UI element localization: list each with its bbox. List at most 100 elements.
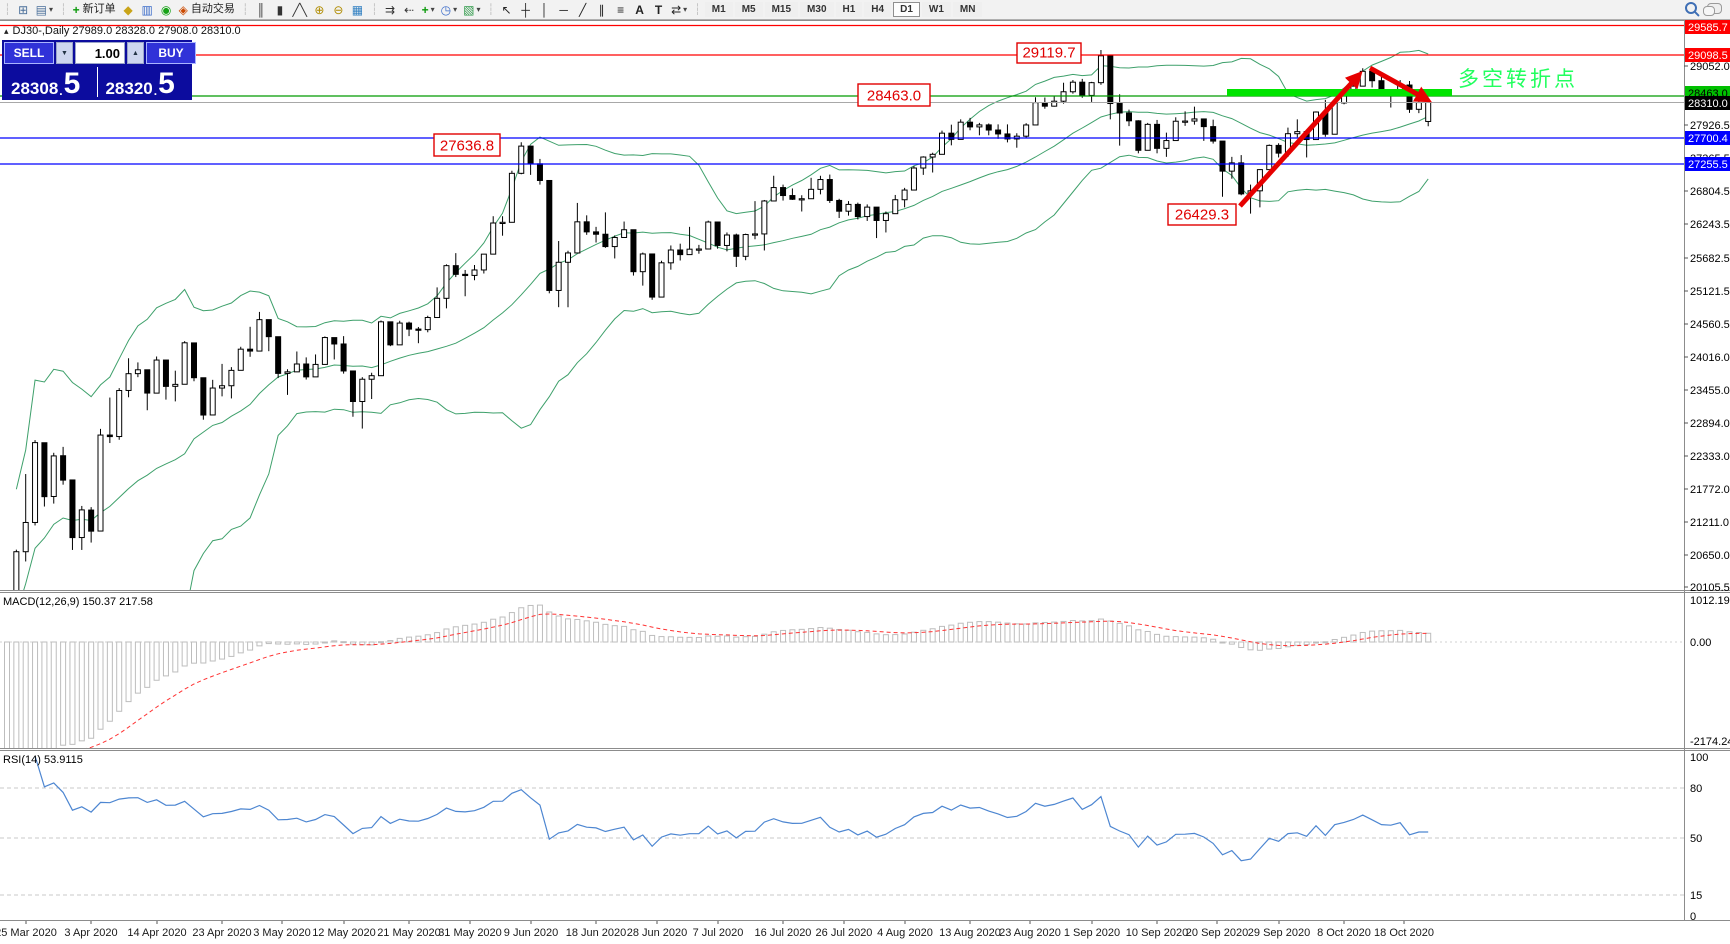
tile-windows-button[interactable]: ▦ [348,1,367,18]
auto-scroll-button[interactable]: ⇉ [381,1,400,18]
community-chat-icon[interactable] [1703,2,1722,16]
chart-shift-icon: ⇠ [404,2,415,17]
periods-dropdown-icon[interactable]: ▾ [453,4,458,14]
periods-button[interactable]: ◷ ▾ [438,1,461,18]
turning-point-zone[interactable] [1227,89,1452,96]
svg-text:0.00: 0.00 [1690,637,1711,649]
svg-text:23455.0: 23455.0 [1690,385,1730,397]
timeframe-m1-button[interactable]: M1 [704,2,733,17]
timeframe-w1-button[interactable]: W1 [921,2,951,17]
oneclick-toggle-icon[interactable]: ▴ [4,25,9,36]
buy-button[interactable]: BUY [146,42,196,64]
svg-text:1012.19: 1012.19 [1690,595,1730,607]
svg-text:8 Oct 2020: 8 Oct 2020 [1317,927,1371,939]
equidistant-channel-icon: ∥ [598,2,605,17]
svg-text:13 Aug 2020: 13 Aug 2020 [939,927,1001,939]
svg-text:23 Aug 2020: 23 Aug 2020 [999,927,1061,939]
rsi-line [34,755,1429,862]
sell-price[interactable]: 28308 . 5 [11,67,81,101]
price-label-box[interactable]: 27636.8 [433,133,501,157]
volume-decrease-button[interactable]: ▼ [56,42,73,64]
svg-text:29098.5: 29098.5 [1688,50,1728,62]
chart-title: DJ30-,Daily 27989.0 28328.0 27908.0 2831… [12,25,241,37]
zoom-out-button[interactable]: ⊖ [329,1,348,18]
one-click-trading-panel: SELL ▼ ▲ BUY 28308 . 5 28320 . 5 [2,40,196,101]
indicators-dropdown-icon[interactable]: ▾ [430,4,435,14]
autotrading-button[interactable]: ◈ 自动交易 [176,1,238,18]
bar-chart-button[interactable]: ║ [251,1,270,18]
vertical-line-icon: │ [540,2,549,17]
text-button[interactable]: A [630,1,649,18]
sell-button[interactable]: SELL [4,42,54,64]
periods-icon: ◷ [440,2,452,17]
svg-text:29 Sep 2020: 29 Sep 2020 [1248,927,1310,939]
profiles-button[interactable]: ▤ ▾ [33,1,56,18]
svg-text:7 Jul 2020: 7 Jul 2020 [693,927,744,939]
timeframe-h1-button[interactable]: H1 [835,2,863,17]
new-chart-icon: ⊞ [18,2,29,17]
metaeditor-button[interactable]: ◆ [119,1,138,18]
profiles-dropdown-icon[interactable]: ▾ [48,4,53,14]
auto-scroll-icon: ⇉ [385,2,396,17]
macd-signal-line [86,613,1429,748]
svg-text:25682.5: 25682.5 [1690,253,1730,265]
toolbar-group-grip: ┆ [4,4,11,16]
timeframe-h4-button[interactable]: H4 [864,2,892,17]
toolbar-group-grip: ┆ [487,4,495,16]
arrows-dropdown-icon[interactable]: ▾ [683,4,688,14]
candlestick-chart-button[interactable]: ▮ [270,1,289,18]
svg-text:29119.7: 29119.7 [1022,45,1075,62]
text-icon: A [635,2,644,17]
svg-text:4 Aug 2020: 4 Aug 2020 [877,927,933,939]
price-label-box[interactable]: 29119.7 [1016,42,1082,64]
date-axis[interactable]: 25 Mar 2020 3 Apr 2020 14 Apr 2020 23 Apr 2… [0,921,1434,939]
toolbar: ┆ ⊞ ▤ ▾ ┆ + 新订单 ◆ ▥ ◉ ◈ 自动交易 ┆ ║ ▮ ╱╲ ⊕ ⊖ ▦ ┆ ⇉ ⇠ + ▾ ◷ ▾ ▧ ▾ ┆ ↖ ┼ │ ─ ╱… [0,0,1730,20]
timeframe-m30-button[interactable]: M30 [800,2,834,17]
timeframe-mn-button[interactable]: MN [952,2,983,17]
new-order-button[interactable]: + 新订单 [70,1,119,18]
text-label-button[interactable]: T [649,1,668,18]
fibonacci-button[interactable]: ≡ [611,1,630,18]
templates-dropdown-icon[interactable]: ▾ [476,4,481,14]
svg-text:21 May 2020: 21 May 2020 [377,927,441,939]
search-icon[interactable] [1685,2,1697,14]
svg-text:20650.0: 20650.0 [1690,550,1730,562]
indicators-button[interactable]: + ▾ [419,1,438,18]
new-chart-button[interactable]: ⊞ [14,1,33,18]
price-axis[interactable]: 29052.027926.527365.526804.526243.525682… [1684,20,1730,923]
signals-button[interactable]: ◉ [157,1,176,18]
svg-text:18 Jun 2020: 18 Jun 2020 [566,927,627,939]
crosshair-button[interactable]: ┼ [516,1,535,18]
line-chart-button[interactable]: ╱╲ [289,1,309,18]
arrows-button[interactable]: ⇄ ▾ [668,1,690,18]
timeframe-m5-button[interactable]: M5 [734,2,763,17]
price-label-box[interactable]: 26429.3 [1167,203,1237,226]
turning-point-note[interactable]: 多空转折点 [1458,68,1578,91]
zoom-in-button[interactable]: ⊕ [310,1,329,18]
equidistant-channel-button[interactable]: ∥ [592,1,611,18]
volume-increase-button[interactable]: ▲ [127,42,144,64]
timeframe-m15-button[interactable]: M15 [764,2,799,17]
cursor-button[interactable]: ↖ [497,1,516,18]
buy-price[interactable]: 28320 . 5 [105,67,175,101]
chart-shift-button[interactable]: ⇠ [400,1,419,18]
price-label-box[interactable]: 28463.0 [857,83,931,107]
svg-text:26 Jul 2020: 26 Jul 2020 [816,927,873,939]
terminal-button[interactable]: ▥ [138,1,157,18]
timeframe-d1-button[interactable]: D1 [893,2,920,17]
svg-text:29052.0: 29052.0 [1690,61,1730,73]
svg-text:14 Apr 2020: 14 Apr 2020 [127,927,186,939]
trend-arrow[interactable] [1368,65,1432,103]
cursor-icon: ↖ [501,2,512,17]
horizontal-line-button[interactable]: ─ [554,1,573,18]
trend-arrow[interactable] [1238,70,1363,208]
volume-input[interactable] [75,42,125,64]
trendline-button[interactable]: ╱ [573,1,592,18]
toolbar-group-grip: ┆ [241,4,249,16]
svg-text:31 May 2020: 31 May 2020 [438,927,502,939]
templates-button[interactable]: ▧ ▾ [460,1,483,18]
svg-text:21772.0: 21772.0 [1690,484,1730,496]
svg-text:24560.5: 24560.5 [1690,319,1730,331]
vertical-line-button[interactable]: │ [535,1,554,18]
